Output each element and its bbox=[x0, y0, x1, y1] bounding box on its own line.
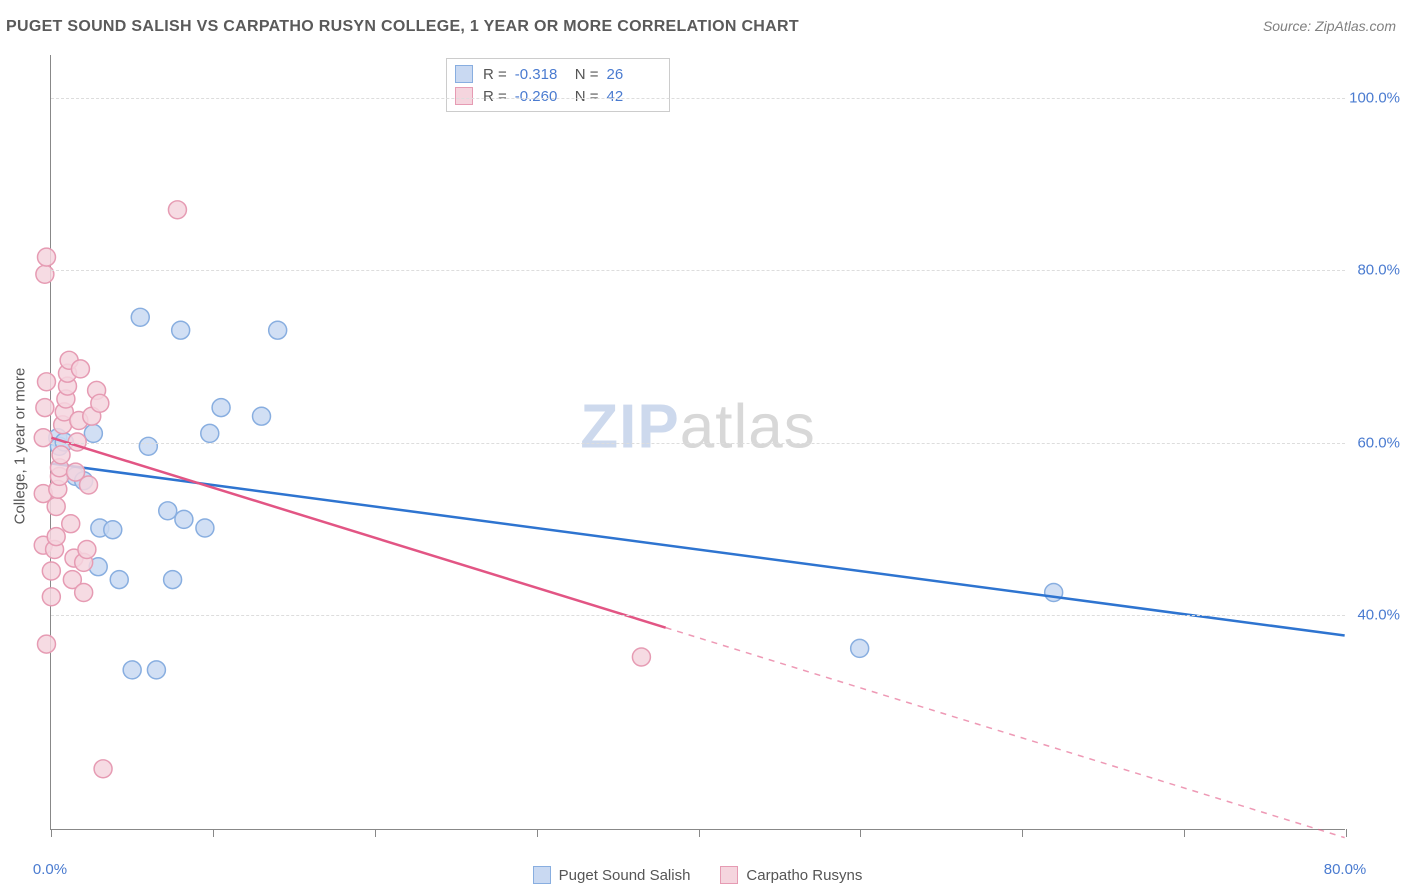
x-tick bbox=[1184, 829, 1185, 837]
scatter-point bbox=[36, 265, 54, 283]
source-credit: Source: ZipAtlas.com bbox=[1263, 18, 1396, 34]
legend-swatch bbox=[720, 866, 738, 884]
x-tick bbox=[375, 829, 376, 837]
scatter-point bbox=[175, 510, 193, 528]
scatter-point bbox=[253, 407, 271, 425]
scatter-point bbox=[632, 648, 650, 666]
scatter-point bbox=[36, 399, 54, 417]
scatter-point bbox=[196, 519, 214, 537]
scatter-point bbox=[104, 521, 122, 539]
regression-line bbox=[51, 464, 1344, 636]
gridline bbox=[51, 98, 1345, 99]
scatter-point bbox=[42, 588, 60, 606]
scatter-point bbox=[34, 429, 52, 447]
scatter-point bbox=[147, 661, 165, 679]
correlation-chart: PUGET SOUND SALISH VS CARPATHO RUSYN COL… bbox=[0, 0, 1406, 892]
scatter-point bbox=[131, 308, 149, 326]
y-tick-label: 40.0% bbox=[1357, 606, 1400, 623]
legend-stat-row: R = -0.260 N = 42 bbox=[455, 85, 657, 107]
scatter-point bbox=[851, 639, 869, 657]
scatter-point bbox=[42, 562, 60, 580]
stat-r-value: -0.260 bbox=[515, 88, 565, 105]
legend-series-item: Carpatho Rusyns bbox=[720, 866, 862, 884]
scatter-point bbox=[123, 661, 141, 679]
x-tick bbox=[699, 829, 700, 837]
stat-n-label: N = bbox=[575, 88, 599, 105]
legend-swatch bbox=[455, 65, 473, 83]
scatter-point bbox=[159, 502, 177, 520]
stat-r-label: R = bbox=[483, 88, 507, 105]
gridline bbox=[51, 270, 1345, 271]
y-tick-label: 60.0% bbox=[1357, 434, 1400, 451]
legend-series-label: Puget Sound Salish bbox=[559, 867, 691, 884]
scatter-point bbox=[75, 584, 93, 602]
legend-swatch bbox=[533, 866, 551, 884]
x-tick bbox=[51, 829, 52, 837]
scatter-point bbox=[94, 760, 112, 778]
stat-r-value: -0.318 bbox=[515, 66, 565, 83]
scatter-point bbox=[62, 515, 80, 533]
scatter-point bbox=[37, 635, 55, 653]
scatter-point bbox=[47, 498, 65, 516]
scatter-point bbox=[212, 399, 230, 417]
scatter-point bbox=[80, 476, 98, 494]
y-axis-label: College, 1 year or more bbox=[12, 368, 29, 525]
x-tick bbox=[1022, 829, 1023, 837]
scatter-point bbox=[269, 321, 287, 339]
scatter-point bbox=[37, 373, 55, 391]
legend-stat-row: R = -0.318 N = 26 bbox=[455, 63, 657, 85]
regression-line-dashed bbox=[666, 628, 1345, 838]
legend-stats: R = -0.318 N = 26 R = -0.260 N = 42 bbox=[446, 58, 670, 112]
stat-n-label: N = bbox=[575, 66, 599, 83]
x-tick bbox=[860, 829, 861, 837]
legend-swatch bbox=[455, 87, 473, 105]
scatter-point bbox=[139, 437, 157, 455]
x-tick bbox=[213, 829, 214, 837]
stat-n-value: 26 bbox=[607, 66, 657, 83]
scatter-point bbox=[201, 424, 219, 442]
scatter-point bbox=[52, 446, 70, 464]
chart-title: PUGET SOUND SALISH VS CARPATHO RUSYN COL… bbox=[6, 18, 799, 36]
scatter-point bbox=[110, 571, 128, 589]
scatter-point bbox=[168, 201, 186, 219]
gridline bbox=[51, 443, 1345, 444]
legend-series-label: Carpatho Rusyns bbox=[746, 867, 862, 884]
plot-area: ZIPatlas R =-0.318N =26R =-0.260N =42 40… bbox=[50, 55, 1345, 830]
scatter-point bbox=[71, 360, 89, 378]
legend-series: Puget Sound Salish Carpatho Rusyns bbox=[50, 866, 1345, 884]
scatter-point bbox=[164, 571, 182, 589]
stat-n-value: 42 bbox=[607, 88, 657, 105]
y-tick-label: 100.0% bbox=[1349, 90, 1400, 107]
scatter-point bbox=[47, 528, 65, 546]
scatter-point bbox=[91, 394, 109, 412]
gridline bbox=[51, 615, 1345, 616]
scatter-point bbox=[37, 248, 55, 266]
x-tick bbox=[1346, 829, 1347, 837]
scatter-point bbox=[172, 321, 190, 339]
legend-series-item: Puget Sound Salish bbox=[533, 866, 691, 884]
x-tick bbox=[537, 829, 538, 837]
scatter-point bbox=[84, 424, 102, 442]
y-tick-label: 80.0% bbox=[1357, 262, 1400, 279]
scatter-point bbox=[78, 541, 96, 559]
stat-r-label: R = bbox=[483, 66, 507, 83]
